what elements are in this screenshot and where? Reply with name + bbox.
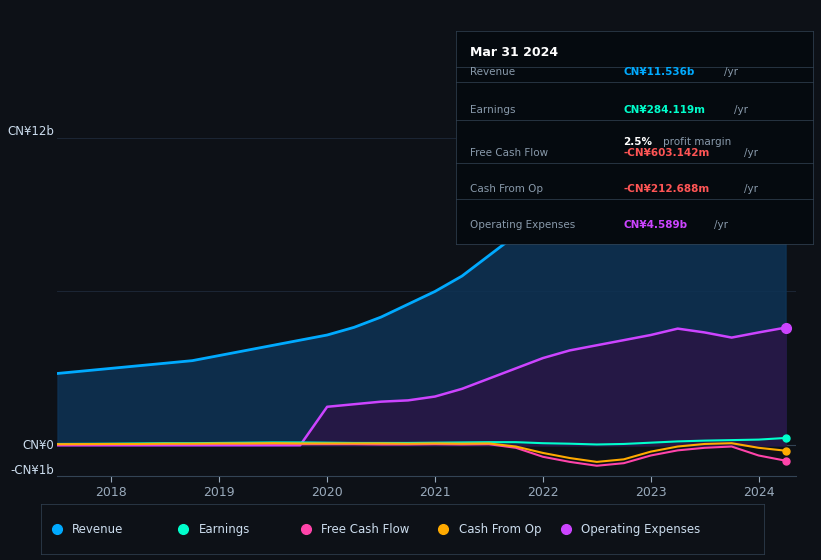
Text: /yr: /yr <box>744 148 758 158</box>
Text: Earnings: Earnings <box>199 522 250 536</box>
Text: Mar 31 2024: Mar 31 2024 <box>470 46 558 59</box>
Text: /yr: /yr <box>713 220 727 230</box>
Text: Earnings: Earnings <box>470 105 516 115</box>
Text: Cash From Op: Cash From Op <box>459 522 541 536</box>
Text: Operating Expenses: Operating Expenses <box>470 220 576 230</box>
Text: CN¥0: CN¥0 <box>22 438 54 452</box>
Text: /yr: /yr <box>723 67 737 77</box>
Text: -CN¥1b: -CN¥1b <box>10 464 54 477</box>
Text: /yr: /yr <box>733 105 747 115</box>
Text: 2.5%: 2.5% <box>623 137 653 147</box>
Text: Revenue: Revenue <box>72 522 123 536</box>
Text: Operating Expenses: Operating Expenses <box>581 522 700 536</box>
Text: Cash From Op: Cash From Op <box>470 184 543 194</box>
Text: Free Cash Flow: Free Cash Flow <box>470 148 548 158</box>
Text: -CN¥603.142m: -CN¥603.142m <box>623 148 710 158</box>
Text: CN¥4.589b: CN¥4.589b <box>623 220 688 230</box>
Text: Revenue: Revenue <box>470 67 515 77</box>
Text: CN¥11.536b: CN¥11.536b <box>623 67 695 77</box>
Text: -CN¥212.688m: -CN¥212.688m <box>623 184 710 194</box>
Text: /yr: /yr <box>744 184 758 194</box>
Text: profit margin: profit margin <box>663 137 731 147</box>
Text: CN¥284.119m: CN¥284.119m <box>623 105 705 115</box>
Text: CN¥12b: CN¥12b <box>7 125 54 138</box>
Text: Free Cash Flow: Free Cash Flow <box>321 522 410 536</box>
